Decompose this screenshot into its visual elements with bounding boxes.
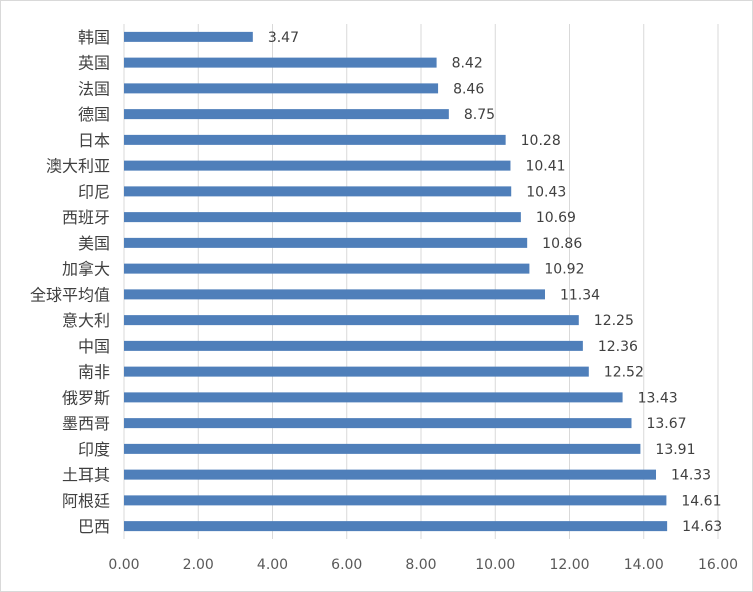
bar bbox=[124, 31, 253, 42]
data-label: 3.47 bbox=[268, 30, 299, 46]
x-tick-label: 8.00 bbox=[405, 557, 436, 573]
category-label: 阿根廷 bbox=[62, 491, 110, 510]
data-label: 13.43 bbox=[638, 390, 678, 406]
category-label: 德国 bbox=[78, 105, 110, 124]
x-axis-tick-labels: 0.00 2.00 4.00 6.00 8.00 10.00 12.00 14.00 16.00 bbox=[108, 557, 738, 573]
category-label: 巴西 bbox=[78, 517, 110, 536]
bars bbox=[124, 31, 668, 532]
value-labels: 3.47 8.42 8.46 8.75 10.28 10.41 10.43 10.69 10.8… bbox=[268, 30, 722, 535]
category-label: 南非 bbox=[78, 363, 110, 382]
x-tick-label: 0.00 bbox=[108, 557, 139, 573]
bar bbox=[124, 392, 623, 403]
data-label: 8.42 bbox=[452, 56, 483, 72]
data-label: 14.63 bbox=[682, 519, 722, 535]
data-label: 10.43 bbox=[526, 184, 566, 200]
category-label: 加拿大 bbox=[62, 260, 110, 279]
category-label: 美国 bbox=[78, 234, 110, 253]
x-tick-label: 14.00 bbox=[624, 557, 664, 573]
category-label: 土耳其 bbox=[62, 466, 110, 485]
bar bbox=[124, 418, 632, 429]
bar bbox=[124, 109, 449, 120]
category-label: 中国 bbox=[78, 337, 110, 356]
bar bbox=[124, 521, 668, 532]
bar bbox=[124, 289, 545, 300]
data-label: 12.52 bbox=[604, 365, 644, 381]
x-tick-label: 4.00 bbox=[257, 557, 288, 573]
bar bbox=[124, 134, 506, 145]
x-tick-label: 2.00 bbox=[183, 557, 214, 573]
category-label: 全球平均值 bbox=[30, 285, 110, 304]
bar bbox=[124, 469, 657, 480]
bar bbox=[124, 495, 667, 506]
bar bbox=[124, 315, 579, 326]
bar bbox=[124, 340, 583, 351]
category-label: 澳大利亚 bbox=[46, 157, 110, 176]
bar bbox=[124, 57, 437, 68]
data-label: 10.86 bbox=[542, 236, 582, 252]
category-label: 日本 bbox=[78, 131, 110, 150]
bar bbox=[124, 160, 511, 171]
bar bbox=[124, 443, 641, 454]
data-label: 8.46 bbox=[453, 81, 484, 97]
category-label: 意大利 bbox=[62, 311, 110, 330]
data-label: 10.41 bbox=[525, 159, 565, 175]
bar bbox=[124, 263, 530, 274]
grid-lines bbox=[123, 24, 719, 539]
data-label: 12.36 bbox=[598, 339, 638, 355]
category-labels: 韩国英国法国德国日本澳大利亚印尼西班牙美国加拿大全球平均值意大利中国南非俄罗斯墨… bbox=[30, 28, 110, 536]
data-label: 14.33 bbox=[671, 468, 711, 484]
category-label: 西班牙 bbox=[62, 208, 110, 227]
category-label: 俄罗斯 bbox=[62, 388, 110, 407]
data-label: 11.34 bbox=[560, 287, 600, 303]
data-label: 13.91 bbox=[655, 442, 695, 458]
category-label: 法国 bbox=[78, 79, 110, 98]
bar bbox=[124, 186, 512, 197]
category-label: 印度 bbox=[78, 440, 110, 459]
x-tick-label: 16.00 bbox=[698, 557, 738, 573]
data-label: 8.75 bbox=[464, 107, 495, 123]
bar bbox=[124, 237, 528, 248]
data-label: 10.28 bbox=[521, 133, 561, 149]
bar bbox=[124, 212, 521, 223]
bar bbox=[124, 83, 439, 94]
category-label: 印尼 bbox=[78, 182, 110, 201]
data-label: 10.92 bbox=[544, 262, 584, 278]
x-tick-label: 12.00 bbox=[549, 557, 589, 573]
data-label: 13.67 bbox=[646, 416, 686, 432]
category-label: 英国 bbox=[78, 54, 110, 73]
data-label: 14.61 bbox=[681, 493, 721, 509]
x-tick-label: 6.00 bbox=[331, 557, 362, 573]
bar bbox=[124, 366, 589, 377]
x-tick-label: 10.00 bbox=[475, 557, 515, 573]
data-label: 10.69 bbox=[536, 210, 576, 226]
category-label: 韩国 bbox=[78, 28, 110, 47]
data-label: 12.25 bbox=[594, 313, 634, 329]
category-label: 墨西哥 bbox=[62, 414, 110, 433]
